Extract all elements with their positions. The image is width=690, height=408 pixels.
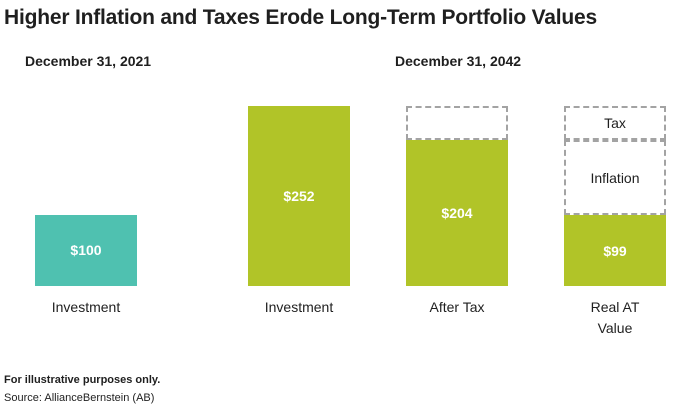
category-label-2: Investment xyxy=(264,299,334,315)
source-note: Source: AllianceBernstein (AB) xyxy=(4,392,155,404)
value-label-3: $204 xyxy=(441,205,473,222)
bar-4-real-at-value xyxy=(564,215,666,286)
date-label-2042: December 31, 2042 xyxy=(395,53,522,69)
value-label-2: $252 xyxy=(283,188,315,204)
bar-1-investment xyxy=(35,214,137,286)
date-label-2021: December 31, 2021 xyxy=(25,53,152,69)
bar-3-after-tax xyxy=(406,140,508,286)
value-label-1: $100 xyxy=(70,242,102,259)
chart-title: Higher Inflation and Taxes Erode Long-Te… xyxy=(4,6,597,29)
footnote: For illustrative purposes only. xyxy=(4,374,161,386)
erosion-box-2-inflation: Inflation xyxy=(564,140,666,216)
erosion-box-3-tax: Tax xyxy=(564,106,666,141)
category-label-4: Real AT Value xyxy=(590,299,640,336)
value-label-4: $99 xyxy=(603,242,627,259)
erosion-box-1 xyxy=(406,106,508,141)
category-label-1: Investment xyxy=(51,299,121,315)
category-label-3: After Tax xyxy=(429,299,485,315)
bar-2-investment xyxy=(248,106,350,286)
